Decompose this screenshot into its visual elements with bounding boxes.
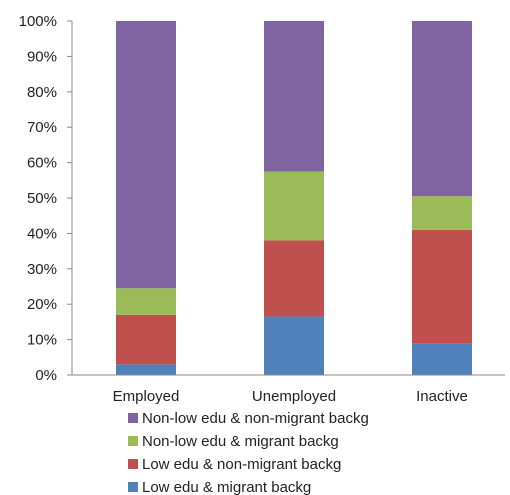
x-tick-label: Inactive [416, 388, 468, 405]
legend-label: Non-low edu & migrant backg [142, 433, 339, 450]
legend-label: Low edu & non-migrant backg [142, 456, 341, 473]
bar-segment-employed-2 [116, 288, 176, 315]
legend-swatch [128, 413, 138, 423]
bar-segment-inactive-1 [412, 229, 472, 344]
y-tick-label: 90% [27, 48, 57, 65]
y-tick-label: 50% [27, 190, 57, 207]
bar-segment-unemployed-2 [264, 171, 324, 241]
y-tick-label: 40% [27, 225, 57, 242]
y-tick-label: 60% [27, 155, 57, 172]
y-tick-label: 70% [27, 119, 57, 136]
y-tick-label: 10% [27, 332, 57, 349]
x-tick-label: Unemployed [252, 388, 336, 405]
y-tick-label: 100% [19, 13, 57, 30]
bar-segment-employed-0 [116, 364, 176, 375]
bar-segment-unemployed-3 [264, 21, 324, 172]
x-tick-label: Employed [113, 388, 180, 405]
bar-segment-employed-1 [116, 314, 176, 365]
bar-segment-inactive-0 [412, 343, 472, 375]
bars [116, 21, 472, 375]
bar-segment-unemployed-0 [264, 316, 324, 375]
y-tick-label: 0% [35, 367, 57, 384]
legend-swatch [128, 459, 138, 469]
y-tick-label: 80% [27, 84, 57, 101]
y-axis: 0% 10% 20% 30% 40% 50% 60% 70% 80% 90% 100% [19, 13, 73, 384]
legend-swatch [128, 482, 138, 492]
y-tick-label: 20% [27, 296, 57, 313]
legend: Non-low edu & non-migrant backg Non-low e… [128, 410, 369, 495]
bar-segment-inactive-3 [412, 21, 472, 197]
bar-segment-employed-3 [116, 21, 176, 289]
y-tick-label: 30% [27, 261, 57, 278]
legend-swatch [128, 436, 138, 446]
legend-label: Low edu & migrant backg [142, 479, 311, 495]
legend-label: Non-low edu & non-migrant backg [142, 410, 369, 427]
bar-segment-unemployed-1 [264, 240, 324, 317]
x-axis: Employed Unemployed Inactive [72, 374, 505, 405]
bar-segment-inactive-2 [412, 196, 472, 230]
